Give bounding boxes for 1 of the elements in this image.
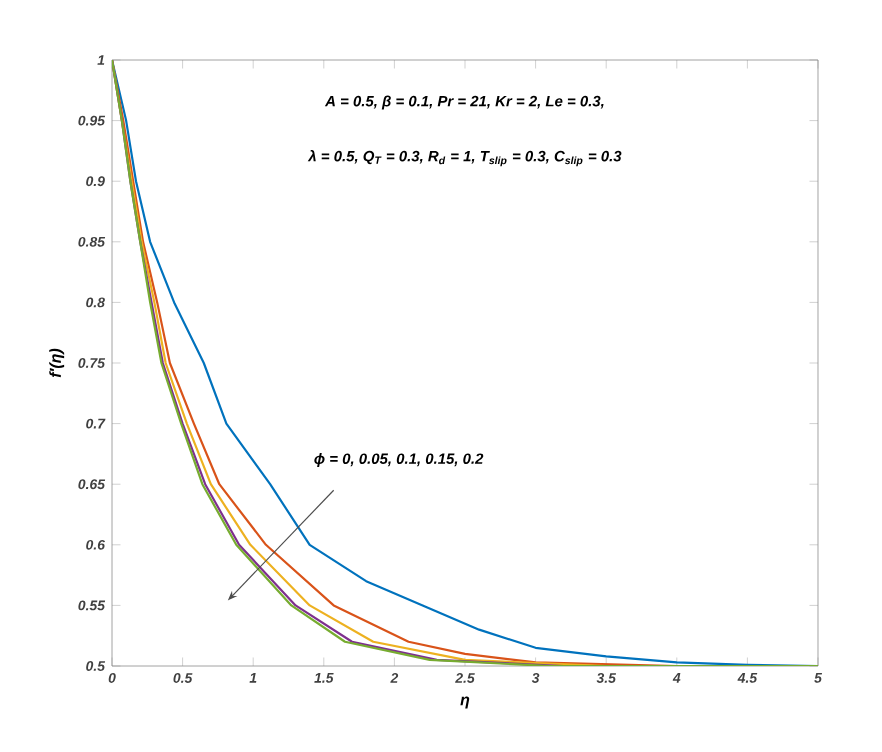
line-series xyxy=(112,60,818,666)
